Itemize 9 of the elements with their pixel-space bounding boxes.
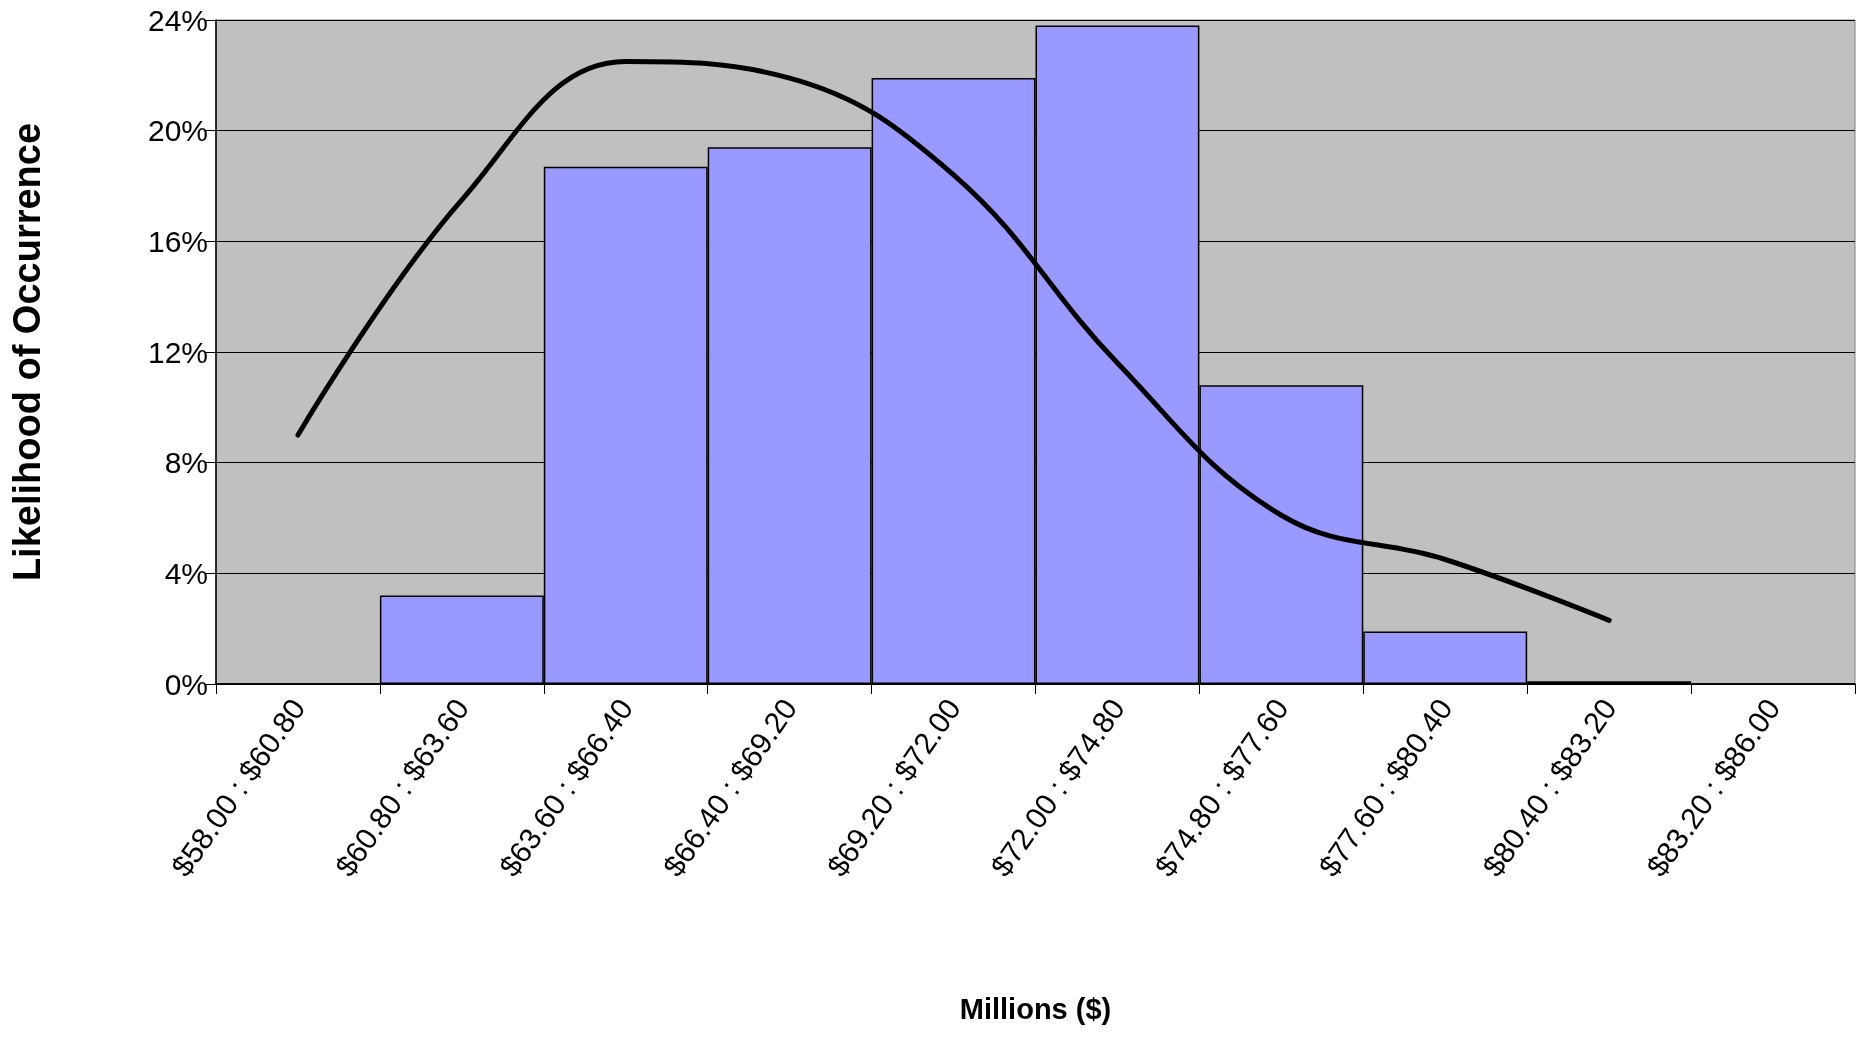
y-tick-label: 4% xyxy=(164,556,208,590)
y-axis-title: Likelihood of Occurrence xyxy=(6,122,48,582)
y-tick-label: 16% xyxy=(147,224,208,258)
y-tick-label: 20% xyxy=(147,114,208,148)
y-tick-label: 8% xyxy=(164,446,208,480)
y-tick-label: 24% xyxy=(147,3,208,37)
y-tick-label: 0% xyxy=(164,667,208,701)
y-tick-label: 12% xyxy=(147,335,208,369)
x-axis-title: Millions ($) xyxy=(959,992,1112,1025)
